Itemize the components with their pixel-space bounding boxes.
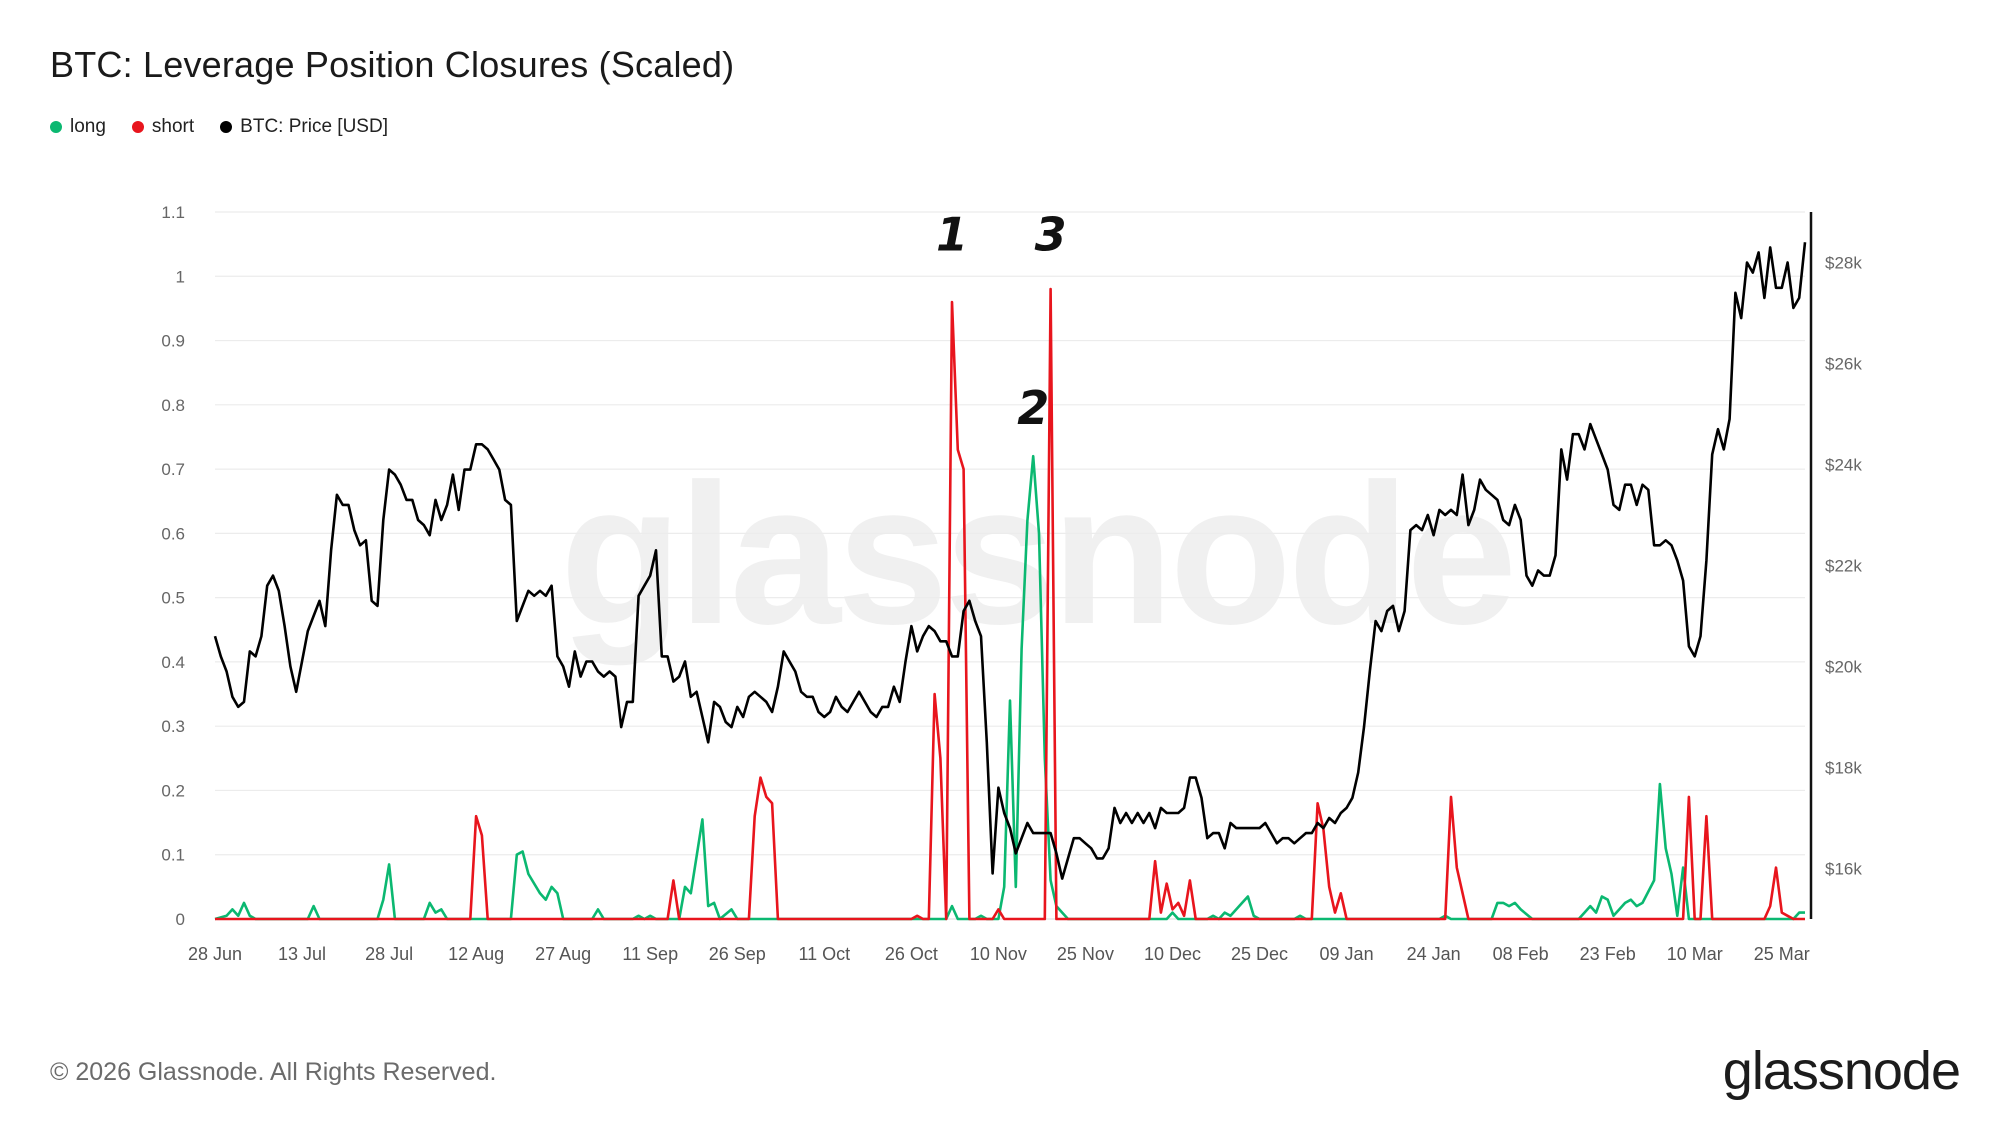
legend-dot-long xyxy=(50,121,62,133)
x-tick-label: 25 Mar xyxy=(1754,944,1810,964)
legend-label-long: long xyxy=(70,116,106,137)
y-right-tick-label: $16k xyxy=(1825,860,1862,879)
y-left-tick-label: 0 xyxy=(176,910,185,929)
x-tick-label: 24 Jan xyxy=(1407,944,1461,964)
y-left-tick-label: 0.4 xyxy=(161,653,185,672)
legend-label-short: short xyxy=(151,116,195,137)
x-tick-label: 26 Sep xyxy=(709,944,766,964)
legend-label-price: BTC: Price [USD] xyxy=(240,116,388,137)
x-tick-label: 10 Mar xyxy=(1667,944,1723,964)
x-tick-label: 26 Oct xyxy=(885,944,938,964)
x-tick-label: 11 Sep xyxy=(622,944,678,964)
x-tick-label: 08 Feb xyxy=(1493,944,1549,964)
x-tick-label: 23 Feb xyxy=(1580,944,1636,964)
x-tick-label: 09 Jan xyxy=(1320,944,1374,964)
legend-dot-short xyxy=(131,121,144,133)
series-price-line xyxy=(213,242,1807,880)
legend-item-short[interactable]: short xyxy=(131,116,195,138)
annotation-label: 2 xyxy=(1017,381,1049,435)
x-tick-label: 28 Jun xyxy=(188,944,242,964)
y-left-tick-label: 0.6 xyxy=(161,524,185,543)
chart-title: BTC: Leverage Position Closures (Scaled) xyxy=(50,44,735,85)
y-right-tick-label: $18k xyxy=(1825,759,1862,778)
x-tick-label: 25 Nov xyxy=(1057,944,1114,964)
chart-plot: 0 0.1 0.2 0.3 0.4 0.5 0.6 0.7 0.8 0.9 1 1.1 $16k $18k… xyxy=(161,203,1862,964)
brand-logo: glassnode xyxy=(1722,1041,1961,1101)
y-left-tick-label: 0.9 xyxy=(161,332,185,351)
y-left-tick-label: 0.8 xyxy=(161,396,185,415)
annotation-label: 1 xyxy=(936,208,968,262)
legend-dot-price xyxy=(220,121,233,133)
y-left-tick-label: 0.5 xyxy=(161,589,185,608)
legend: long short BTC: Price [USD] xyxy=(50,116,388,138)
y-left-tick-label: 1 xyxy=(176,267,185,286)
y-right-tick-label: $28k xyxy=(1825,254,1862,273)
x-tick-label: 10 Nov xyxy=(970,944,1027,964)
x-tick-label: 11 Oct xyxy=(798,944,850,964)
x-tick-label: 27 Aug xyxy=(535,944,591,964)
y-left-tick-label: 0.1 xyxy=(161,846,185,865)
series-long-line xyxy=(214,454,1805,921)
y-left-tick-label: 1.1 xyxy=(161,203,185,222)
x-tick-label: 12 Aug xyxy=(448,944,504,964)
x-tick-label: 28 Jul xyxy=(365,944,413,964)
y-right-tick-label: $22k xyxy=(1825,557,1862,576)
y-left-tick-label: 0.2 xyxy=(161,781,185,800)
x-tick-label: 10 Dec xyxy=(1144,944,1201,964)
y-right-tick-label: $24k xyxy=(1825,456,1862,475)
y-left-tick-label: 0.3 xyxy=(161,717,185,736)
legend-item-price[interactable]: BTC: Price [USD] xyxy=(220,116,388,138)
x-tick-label: 25 Dec xyxy=(1231,944,1288,964)
y-left-tick-label: 0.7 xyxy=(161,460,185,479)
annotation-label: 3 xyxy=(1035,208,1067,262)
x-tick-label: 13 Jul xyxy=(278,944,326,964)
y-right-tick-label: $26k xyxy=(1825,355,1862,374)
series-short-line xyxy=(215,287,1805,921)
copyright-footer: © 2026 Glassnode. All Rights Reserved. xyxy=(50,1058,497,1086)
y-right-tick-label: $20k xyxy=(1825,658,1862,677)
legend-item-long[interactable]: long xyxy=(50,116,106,138)
